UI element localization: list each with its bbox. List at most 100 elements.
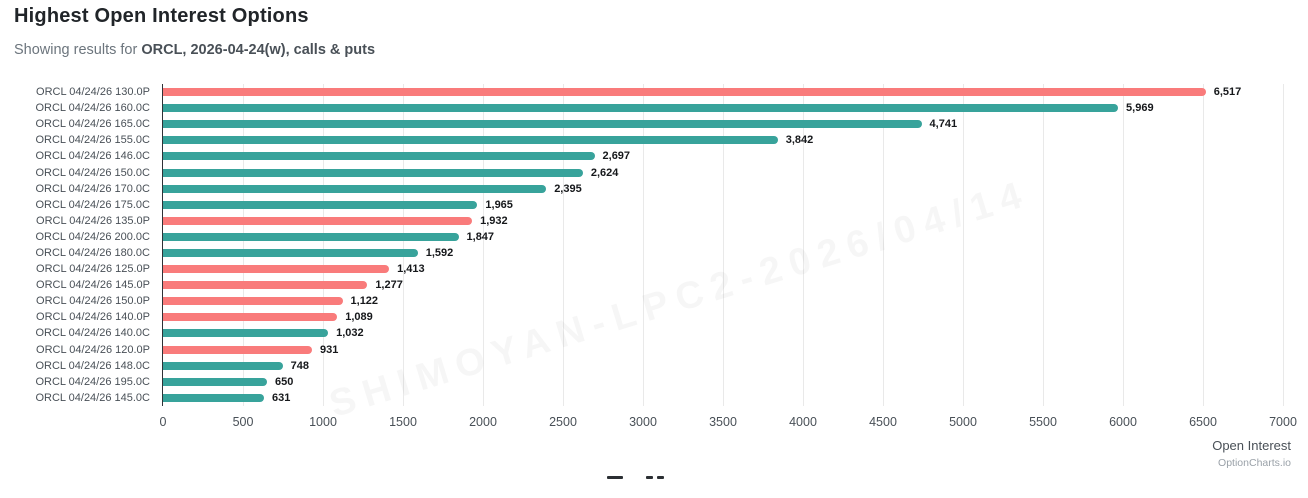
category-label: ORCL 04/24/26 195.0C xyxy=(35,375,150,388)
category-label: ORCL 04/24/26 150.0P xyxy=(36,295,150,308)
call-bar[interactable] xyxy=(163,361,283,370)
put-bar[interactable] xyxy=(163,345,312,354)
bar-row: ORCL 04/24/26 170.0C 2,395 xyxy=(0,181,1308,197)
gridline xyxy=(323,84,324,406)
call-bar[interactable] xyxy=(163,329,329,338)
x-tick-label: 2000 xyxy=(469,415,497,429)
gridline xyxy=(643,84,644,406)
bar-row: ORCL 04/24/26 155.0C 3,842 xyxy=(0,132,1308,148)
bar-track: 5,969 xyxy=(163,100,1283,116)
subtitle-prefix: Showing results for xyxy=(14,42,142,58)
x-tick-label: 5500 xyxy=(1029,415,1057,429)
gridline xyxy=(1123,84,1124,406)
category-label: ORCL 04/24/26 155.0C xyxy=(35,134,150,147)
bar-track: 2,395 xyxy=(163,181,1283,197)
bar-row: ORCL 04/24/26 135.0P 1,932 xyxy=(0,213,1308,229)
branding-label: OptionCharts.io xyxy=(1218,457,1291,469)
x-tick-label: 6000 xyxy=(1109,415,1137,429)
bar-track: 1,277 xyxy=(163,277,1283,293)
put-bar[interactable] xyxy=(163,313,338,322)
bar-row: ORCL 04/24/26 195.0C 650 xyxy=(0,374,1308,390)
call-bar[interactable] xyxy=(163,184,547,193)
bar-row: ORCL 04/24/26 180.0C 1,592 xyxy=(0,245,1308,261)
category-label: ORCL 04/24/26 175.0C xyxy=(35,198,150,211)
bar-value-label: 3,842 xyxy=(785,134,814,147)
bar-row: ORCL 04/24/26 140.0C 1,032 xyxy=(0,325,1308,341)
gridline xyxy=(243,84,244,406)
clipped-bottom-text-fragments xyxy=(0,476,1308,479)
clipped-text-fragment xyxy=(607,476,623,479)
bar-track: 1,932 xyxy=(163,213,1283,229)
put-bar[interactable] xyxy=(163,88,1206,97)
category-label: ORCL 04/24/26 170.0C xyxy=(35,182,150,195)
bar-value-label: 2,395 xyxy=(554,182,582,195)
put-bar[interactable] xyxy=(163,216,473,225)
bar-row: ORCL 04/24/26 130.0P 6,517 xyxy=(0,84,1308,100)
call-bar[interactable] xyxy=(163,120,922,129)
bar-row: ORCL 04/24/26 150.0P 1,122 xyxy=(0,293,1308,309)
subtitle-query: ORCL, 2026-04-24(w), calls & puts xyxy=(141,42,376,58)
bar-value-label: 631 xyxy=(271,391,291,404)
bar-value-label: 1,413 xyxy=(397,263,425,276)
bar-value-label: 931 xyxy=(319,343,339,356)
category-label: ORCL 04/24/26 145.0C xyxy=(35,391,150,404)
bar-track: 1,089 xyxy=(163,309,1283,325)
bar-track: 631 xyxy=(163,390,1283,406)
x-axis-title: Open Interest xyxy=(1212,438,1291,453)
put-bar[interactable] xyxy=(163,297,343,306)
call-bar[interactable] xyxy=(163,248,418,257)
category-label: ORCL 04/24/26 125.0P xyxy=(36,263,150,276)
gridline xyxy=(723,84,724,406)
clipped-text-fragment xyxy=(646,476,653,479)
bar-value-label: 748 xyxy=(290,359,310,372)
gridlines xyxy=(163,84,1284,406)
bar-row: ORCL 04/24/26 175.0C 1,965 xyxy=(0,197,1308,213)
x-tick-label: 1500 xyxy=(389,415,417,429)
gridline xyxy=(803,84,804,406)
bar-row: ORCL 04/24/26 140.0P 1,089 xyxy=(0,309,1308,325)
call-bar[interactable] xyxy=(163,393,264,402)
put-bar[interactable] xyxy=(163,265,390,274)
x-tick-label: 4000 xyxy=(789,415,817,429)
call-bar[interactable] xyxy=(163,232,459,241)
bar-track: 2,624 xyxy=(163,164,1283,180)
bar-row: ORCL 04/24/26 165.0C 4,741 xyxy=(0,116,1308,132)
call-bar[interactable] xyxy=(163,200,478,209)
bar-row: ORCL 04/24/26 148.0C 748 xyxy=(0,358,1308,374)
bar-row: ORCL 04/24/26 146.0C 2,697 xyxy=(0,148,1308,164)
call-bar[interactable] xyxy=(163,377,267,386)
category-label: ORCL 04/24/26 148.0C xyxy=(35,359,150,372)
gridline xyxy=(403,84,404,406)
bar-row: ORCL 04/24/26 200.0C 1,847 xyxy=(0,229,1308,245)
put-bar[interactable] xyxy=(163,281,368,290)
bar-value-label: 5,969 xyxy=(1126,102,1154,115)
bar-value-label: 1,847 xyxy=(466,230,495,243)
call-bar[interactable] xyxy=(163,152,595,161)
category-label: ORCL 04/24/26 180.0C xyxy=(35,246,150,259)
x-tick-label: 6500 xyxy=(1189,415,1217,429)
y-axis-line xyxy=(161,84,163,406)
gridline xyxy=(963,84,964,406)
bar-track: 748 xyxy=(163,358,1283,374)
x-tick-label: 3500 xyxy=(709,415,737,429)
x-tick-label: 1000 xyxy=(309,415,337,429)
bar-track: 2,697 xyxy=(163,148,1283,164)
gridline xyxy=(1203,84,1204,406)
category-label: ORCL 04/24/26 146.0C xyxy=(35,150,150,163)
x-tick-label: 3000 xyxy=(629,415,657,429)
bar-value-label: 1,032 xyxy=(336,327,364,340)
bar-value-label: 1,592 xyxy=(425,246,454,259)
category-label: ORCL 04/24/26 140.0C xyxy=(35,327,150,340)
bar-row: ORCL 04/24/26 160.0C 5,969 xyxy=(0,100,1308,116)
bar-row: ORCL 04/24/26 150.0C 2,624 xyxy=(0,164,1308,180)
bar-value-label: 1,089 xyxy=(345,311,373,324)
call-bar[interactable] xyxy=(163,104,1119,113)
call-bar[interactable] xyxy=(163,168,583,177)
bar-value-label: 4,741 xyxy=(929,118,958,131)
bar-track: 650 xyxy=(163,374,1283,390)
call-bar[interactable] xyxy=(163,136,778,145)
bar-track: 1,847 xyxy=(163,229,1283,245)
category-label: ORCL 04/24/26 140.0P xyxy=(36,311,150,324)
bar-track: 1,032 xyxy=(163,325,1283,341)
bar-value-label: 1,965 xyxy=(485,198,513,211)
